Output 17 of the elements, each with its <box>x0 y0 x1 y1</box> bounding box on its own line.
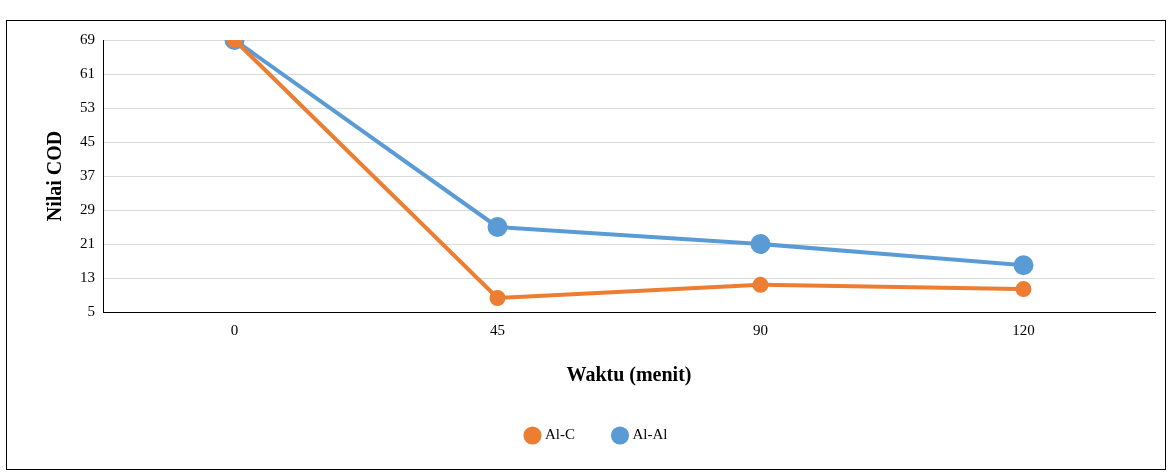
x-tick-label: 45 <box>490 321 505 338</box>
y-tick-label: 29 <box>80 200 95 217</box>
x-tick-label: 0 <box>230 321 239 338</box>
legend-label: Al-Al <box>632 426 668 443</box>
x-tick-label: 120 <box>1012 321 1035 338</box>
y-tick-label: 13 <box>80 268 95 285</box>
y-tick-label: 69 <box>80 30 95 47</box>
y-tick-label: 5 <box>87 302 95 319</box>
x-tick-label: 90 <box>753 321 768 338</box>
y-tick-label: 21 <box>80 234 95 251</box>
x-axis-title: Waktu (menit) <box>566 363 692 387</box>
y-tick-label: 61 <box>80 64 95 81</box>
y-axis-title: Nilai COD <box>43 130 66 222</box>
y-tick-label: 53 <box>80 98 95 115</box>
y-tick-label: 37 <box>80 166 96 183</box>
y-tick-label: 45 <box>80 132 95 149</box>
legend-label: Al-C <box>545 426 575 443</box>
